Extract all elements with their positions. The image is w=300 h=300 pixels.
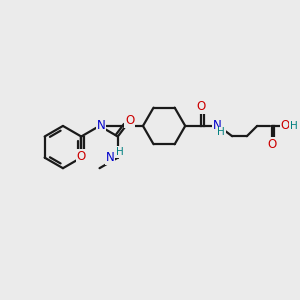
Text: O: O [281, 119, 290, 132]
Text: O: O [125, 114, 134, 127]
Text: O: O [76, 150, 86, 163]
Text: N: N [97, 119, 105, 132]
Text: H: H [217, 128, 225, 137]
Text: N: N [213, 119, 222, 132]
Text: N: N [106, 151, 114, 164]
Text: H: H [116, 147, 124, 157]
Text: H: H [290, 121, 297, 131]
Text: O: O [197, 100, 206, 113]
Text: O: O [267, 138, 276, 151]
